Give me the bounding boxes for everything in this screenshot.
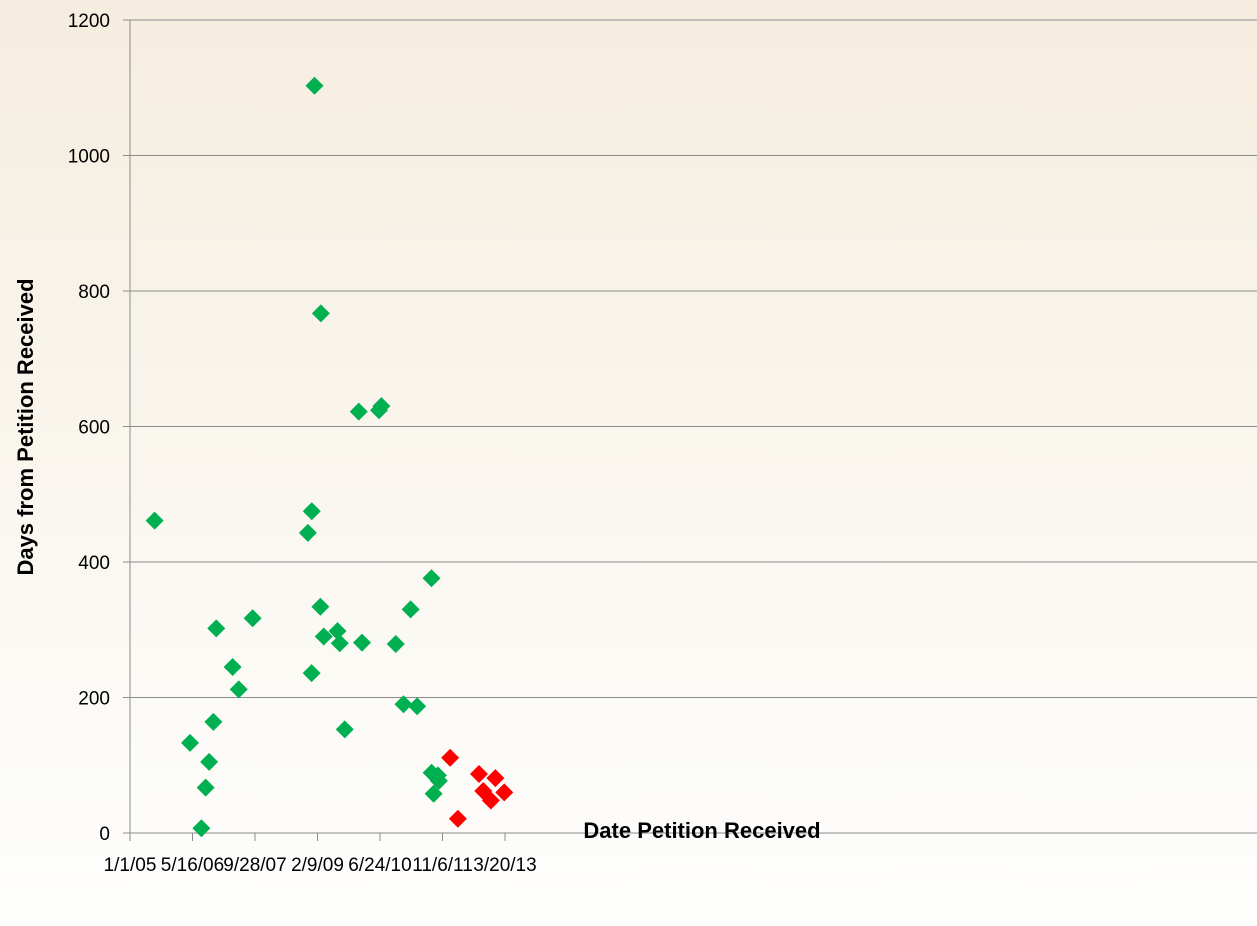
data-point-s0-2 [192,819,211,838]
data-point-s1-0 [441,748,460,767]
data-point-s0-12 [302,502,321,521]
axes [123,19,1257,841]
y-axis-title: Days from Petition Received [13,278,38,575]
data-point-s0-16 [314,627,333,646]
data-point-s0-9 [243,609,262,628]
data-point-s1-2 [470,765,488,784]
data-point-s0-28 [422,569,441,588]
x-tick-label-5: 11/6/11 [412,855,473,876]
x-tick-label-3: 2/9/09 [291,855,344,876]
data-point-s0-5 [204,712,223,731]
x-tick-label-2: 9/28/07 [223,855,286,876]
data-point-s0-11 [302,664,321,683]
data-point-s0-25 [394,695,413,714]
data-point-s0-13 [305,76,324,95]
y-tick-label-1000: 1000 [68,147,110,168]
data-point-s1-6 [495,783,514,802]
y-tick-label-600: 600 [78,418,110,439]
data-point-s1-5 [486,769,505,788]
x-tick-label-1: 5/16/06 [161,855,224,876]
data-point-s0-23 [372,397,391,416]
y-tick-label-200: 200 [78,689,110,710]
data-point-s0-26 [401,600,420,619]
data-point-s0-18 [330,634,349,653]
data-point-s1-1 [448,809,467,828]
data-point-s0-10 [298,523,317,542]
x-axis-title: Date Petition Received [583,818,820,843]
data-point-s0-32 [429,771,448,790]
data-point-s0-20 [349,402,368,421]
data-point-s1-4 [481,791,500,810]
x-tick-label-0: 1/1/05 [104,855,157,876]
data-point-s0-17 [328,622,347,641]
x-tick-label-4: 6/24/10 [348,855,411,876]
data-point-s0-1 [181,733,199,752]
y-tick-label-1200: 1200 [68,11,110,32]
data-point-s0-14 [311,597,330,616]
data-points [145,76,514,838]
x-tick-label-6: 3/20/13 [473,855,536,876]
data-point-s0-21 [353,633,371,652]
data-point-s0-7 [223,658,242,677]
grid-lines [130,19,1257,698]
y-tick-label-400: 400 [78,553,110,574]
data-point-s0-15 [311,304,330,323]
data-point-s0-19 [335,720,354,739]
tick-labels: 0 200 400 600 800 1000 1200 1/1/05 5/16/06 9/28/0… [68,11,537,876]
data-point-s0-3 [196,778,215,797]
data-point-s0-4 [200,752,219,771]
y-tick-label-0: 0 [99,824,110,845]
y-tick-label-800: 800 [78,282,110,303]
data-point-s0-8 [229,680,248,699]
data-point-s0-6 [207,619,226,638]
data-point-s0-0 [145,511,164,530]
data-point-s0-27 [408,697,427,716]
data-point-s0-24 [386,634,405,653]
data-point-s0-30 [424,784,443,803]
